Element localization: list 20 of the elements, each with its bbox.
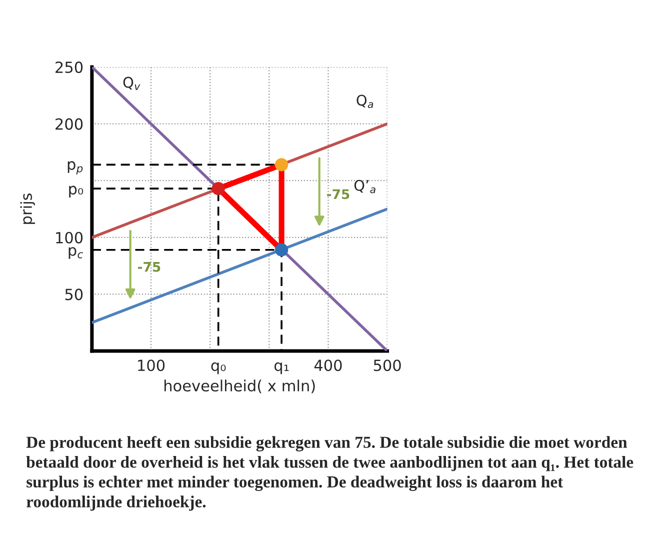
x-tick-label: q₀ — [211, 362, 226, 374]
series-label: Q$_{v}$ — [123, 76, 140, 90]
annotation: -75 — [327, 189, 350, 200]
series-label: Q$_{a}$ — [356, 94, 374, 108]
y-tick-label: p$_{c}$ — [68, 247, 83, 259]
annotation: -75 — [138, 262, 160, 272]
series-label: Q’$_{a}$ — [354, 180, 376, 194]
x-tick-label: q₁ — [274, 362, 289, 374]
y-tick-label: p$_{p}$ — [68, 161, 83, 174]
text: De producent heeft een subsidie gekregen van 75. De totale subsidie die moet worden betaald door de overheid is het vlak tussen de twee aanbodlijnen tot aan q₁. Het totale surplus is echter met minder toegenomen. De deadweight loss is daarom het roodomlijnde driehoekje. — [26, 436, 634, 511]
x-tick-label: 500 — [374, 360, 401, 372]
y-tick-label: p₀ — [69, 186, 84, 198]
y-tick-label: 250 — [56, 62, 83, 74]
y-tick-label: 100 — [56, 232, 83, 244]
y-tick-label: 50 — [65, 288, 83, 300]
y-axis-title: prijs — [20, 194, 35, 224]
y-tick-label: 200 — [56, 118, 83, 130]
x-tick-label: 400 — [314, 360, 342, 372]
x-tick-label: 100 — [138, 360, 165, 372]
x-axis-title: hoeveelheid( x mln) — [164, 380, 315, 394]
